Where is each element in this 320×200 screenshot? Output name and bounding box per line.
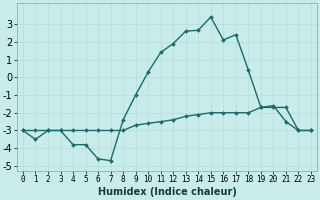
X-axis label: Humidex (Indice chaleur): Humidex (Indice chaleur) bbox=[98, 187, 236, 197]
